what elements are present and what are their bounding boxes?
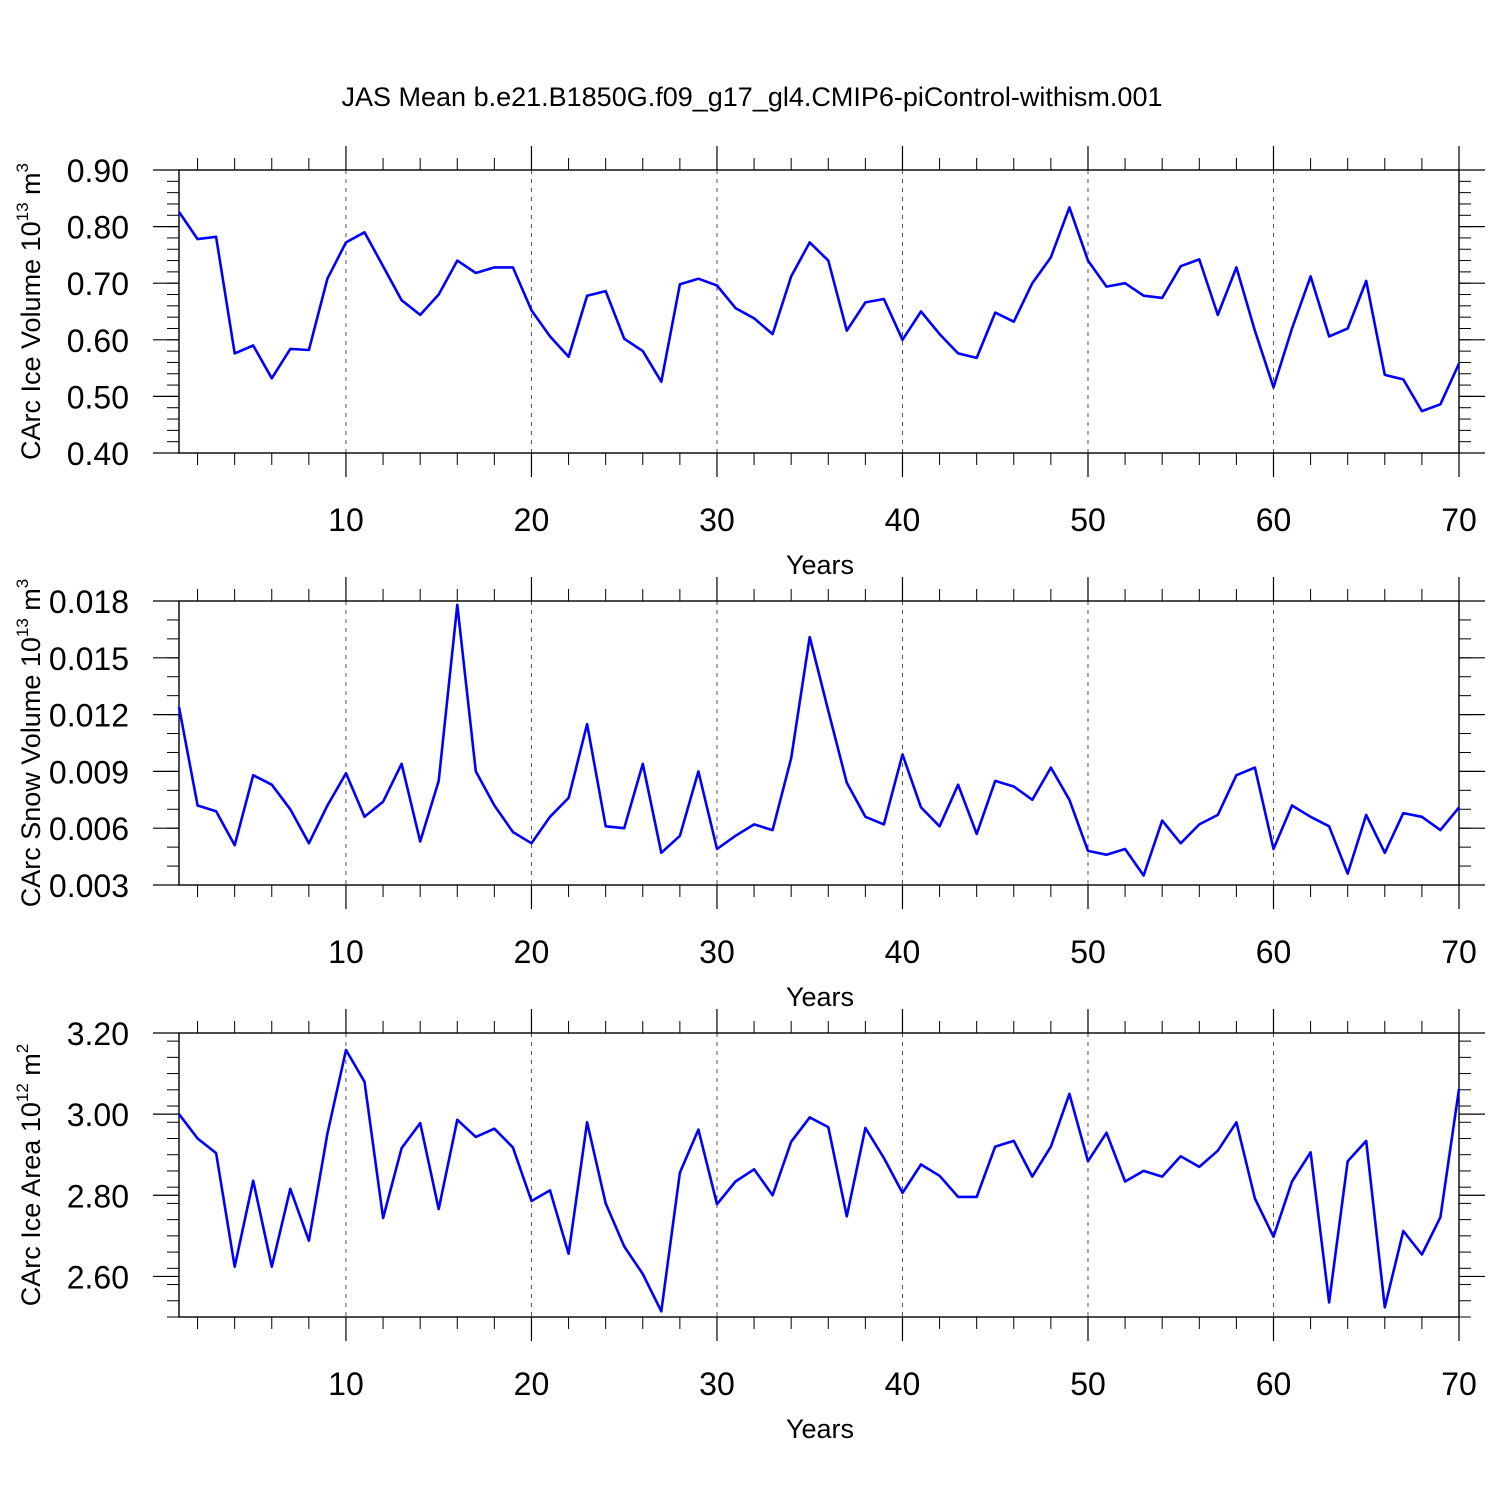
x-axis-label: Years xyxy=(786,982,854,1012)
y-tick-label: 0.009 xyxy=(49,754,129,790)
y-label-power: 3 xyxy=(13,163,32,172)
y-tick-label: 3.00 xyxy=(67,1097,129,1133)
y-tick-label: 3.20 xyxy=(67,1016,129,1052)
y-axis-label: CArc Ice Volume 1013 m3 xyxy=(13,163,46,460)
y-axis-label: CArc Snow Volume 1013 m3 xyxy=(13,579,46,908)
x-tick-label: 50 xyxy=(1070,934,1106,970)
y-label-unit: m xyxy=(16,172,46,202)
y-label-text: CArc Ice Volume 10 xyxy=(16,221,46,460)
x-tick-label: 30 xyxy=(699,1366,735,1402)
x-tick-label: 10 xyxy=(328,934,364,970)
series-line xyxy=(177,603,1461,877)
y-axis-label: CArc Ice Area 1012 m2 xyxy=(13,1044,46,1307)
y-tick-label: 0.012 xyxy=(49,698,129,734)
x-tick-label: 20 xyxy=(514,934,550,970)
y-tick-label: 0.80 xyxy=(67,210,129,246)
panels: 10 20 30 40 50 60 70 0.40 0.50 0.60 0.70 0.80 0.90 Ye… xyxy=(13,146,1485,1444)
x-tick-label: 60 xyxy=(1256,934,1292,970)
y-tick-label: 0.60 xyxy=(67,323,129,359)
x-tick-label: 40 xyxy=(885,934,921,970)
y-label-text: CArc Snow Volume 10 xyxy=(16,637,46,907)
y-tick-label: 0.70 xyxy=(67,266,129,302)
y-tick-label: 0.015 xyxy=(49,641,129,677)
x-tick-label: 10 xyxy=(328,502,364,538)
x-tick-label: 40 xyxy=(885,502,921,538)
plot-frame xyxy=(178,1032,1460,1318)
series-line xyxy=(177,206,1461,413)
y-label-unit: m xyxy=(16,588,46,618)
x-tick-label: 10 xyxy=(328,1366,364,1402)
y-label-exponent: 13 xyxy=(13,202,32,221)
y-tick-label: 0.003 xyxy=(49,868,129,904)
x-tick-label: 70 xyxy=(1441,1366,1477,1402)
panel-3: 10 20 30 40 50 60 70 2.60 2.80 3.00 3.20 Years CArc … xyxy=(13,1009,1485,1444)
plot-frame xyxy=(178,600,1460,886)
x-tick-label: 60 xyxy=(1256,1366,1292,1402)
y-tick-label: 2.60 xyxy=(67,1259,129,1295)
x-tick-label: 40 xyxy=(885,1366,921,1402)
x-tick-label: 60 xyxy=(1256,502,1292,538)
y-label-unit: m xyxy=(16,1053,46,1083)
x-tick-label: 70 xyxy=(1441,502,1477,538)
plot-frame xyxy=(178,169,1460,454)
x-tick-label: 20 xyxy=(514,502,550,538)
y-tick-label: 0.50 xyxy=(67,379,129,415)
y-tick-label: 2.80 xyxy=(67,1178,129,1214)
chart-title: JAS Mean b.e21.B1850G.f09_g17_gl4.CMIP6-… xyxy=(342,82,1163,112)
x-tick-label: 20 xyxy=(514,1366,550,1402)
panel-2: 10 20 30 40 50 60 70 0.003 0.006 0.009 0.012 0.015 0… xyxy=(13,577,1485,1012)
y-tick-label: 0.018 xyxy=(49,584,129,620)
y-label-exponent: 12 xyxy=(13,1083,32,1102)
x-axis-label: Years xyxy=(786,550,854,580)
y-label-text: CArc Ice Area 10 xyxy=(16,1102,46,1306)
x-axis-label: Years xyxy=(786,1414,854,1444)
y-label-power: 2 xyxy=(13,1044,32,1053)
y-tick-label: 0.40 xyxy=(67,436,129,472)
x-tick-label: 30 xyxy=(699,502,735,538)
y-tick-label: 0.90 xyxy=(67,153,129,189)
panel-1: 10 20 30 40 50 60 70 0.40 0.50 0.60 0.70 0.80 0.90 Ye… xyxy=(13,146,1485,580)
series-line xyxy=(177,1048,1461,1313)
y-label-power: 3 xyxy=(13,579,32,588)
x-tick-label: 70 xyxy=(1441,934,1477,970)
x-tick-label: 50 xyxy=(1070,1366,1106,1402)
y-label-exponent: 13 xyxy=(13,618,32,637)
y-tick-label: 0.006 xyxy=(49,811,129,847)
x-tick-label: 50 xyxy=(1070,502,1106,538)
x-tick-label: 30 xyxy=(699,934,735,970)
